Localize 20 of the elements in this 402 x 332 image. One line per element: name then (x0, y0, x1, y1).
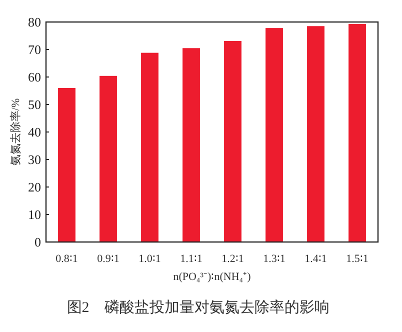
y-axis-title: 氨氮去除率/% (9, 98, 22, 166)
y-tick-label: 60 (28, 70, 41, 84)
x-tick-label: 0.9∶1 (97, 253, 120, 265)
x-axis-title: n(PO₄³⁻)∶n(NH₄⁺) (173, 271, 252, 283)
y-tick-label: 50 (28, 97, 41, 112)
y-tick-label: 20 (28, 180, 41, 194)
caption: 图2 磷酸盐投加量对氨氮去除率的影响 (66, 299, 330, 316)
y-tick-label: 40 (28, 124, 41, 140)
y-tick-label: 70 (28, 42, 41, 57)
y-tick-label: 30 (28, 152, 41, 167)
x-tick-label: 1.3∶1 (263, 253, 286, 265)
x-tick-label: 1.1∶1 (180, 253, 202, 265)
x-tick-label: 0.8∶1 (56, 253, 78, 265)
x-tick-label: 1.0∶1 (138, 253, 161, 265)
x-tick-label: 1.5∶1 (346, 253, 368, 265)
y-tick-label: 10 (28, 207, 41, 222)
y-tick-label: 80 (28, 14, 41, 30)
x-tick-label: 1.4∶1 (304, 253, 327, 265)
y-tick-label: 0 (34, 234, 41, 250)
x-tick-label: 1.2∶1 (222, 253, 244, 265)
